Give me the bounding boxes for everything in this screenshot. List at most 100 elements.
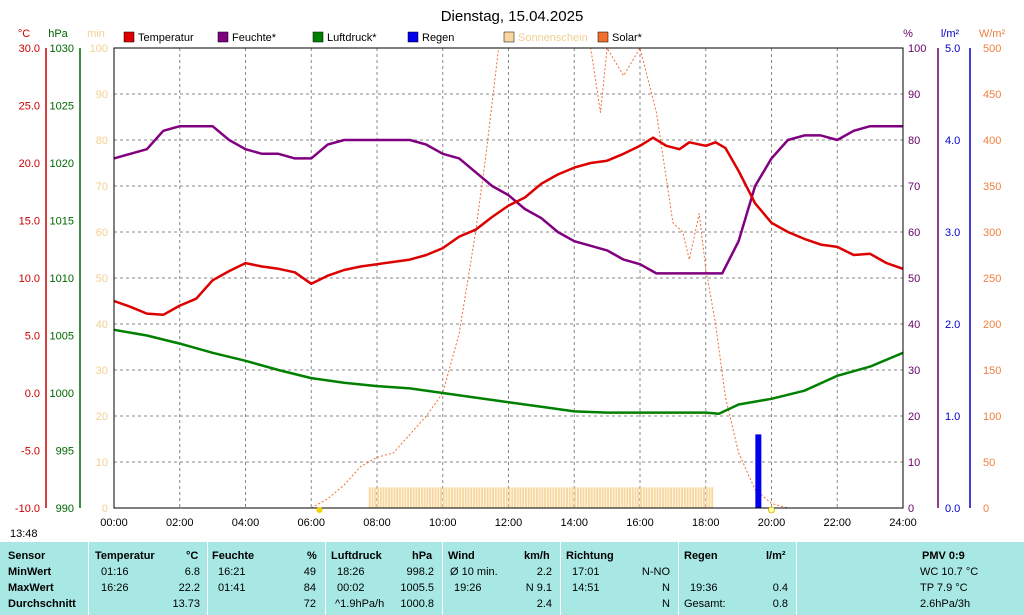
- tick-humidity: 20: [908, 411, 920, 423]
- sunshine-bar: [503, 487, 506, 508]
- max-press-val: 1005.5: [400, 582, 434, 594]
- header-sensor: Sensor: [8, 550, 46, 562]
- sunshine-bar: [672, 487, 675, 508]
- header-press: Luftdruck: [331, 550, 382, 562]
- sunshine-bar: [642, 487, 645, 508]
- axes: [45, 47, 971, 509]
- sunshine-bar: [620, 487, 623, 508]
- tick-rain: 4.0: [945, 135, 960, 147]
- legend-swatch: [217, 31, 229, 43]
- sunshine-bar: [598, 487, 601, 508]
- sunshine-bar: [440, 487, 443, 508]
- max-hum-val: 84: [303, 582, 316, 594]
- sunshine-bar: [609, 487, 612, 508]
- sunshine-bar: [560, 487, 563, 508]
- tick-solar: 100: [983, 411, 1001, 423]
- avg-rain-time: Gesamt:: [684, 598, 726, 610]
- sunshine-bar: [637, 487, 640, 508]
- sunshine-bar: [442, 487, 445, 508]
- tick-humidity: 40: [908, 319, 920, 331]
- sunshine-bar: [683, 487, 686, 508]
- header-pmv: PMV 0:9: [922, 550, 965, 562]
- sunrise-marker: [316, 507, 323, 513]
- sunshine-bar: [434, 487, 437, 508]
- tick-rain: 0.0: [945, 503, 960, 515]
- sunshine-bar: [396, 487, 399, 508]
- axis-unit-rain: l/m²: [941, 28, 960, 40]
- sunshine-bar: [626, 487, 629, 508]
- sunshine-bar: [524, 487, 527, 508]
- avg-extra: 2.6hPa/3h: [920, 598, 971, 610]
- sunshine-bar: [705, 487, 708, 508]
- tick-solar: 500: [983, 43, 1001, 55]
- sunshine-bar: [648, 487, 651, 508]
- sunshine-bar: [585, 487, 588, 508]
- max-press-time: 00:02: [337, 582, 365, 594]
- legend-swatch: [123, 31, 135, 43]
- header-rain: Regen: [684, 550, 718, 562]
- tick-temp: -5.0: [21, 446, 40, 458]
- tick-x: 16:00: [626, 517, 654, 529]
- max-temp-time: 16:26: [101, 582, 129, 594]
- sunshine-bar: [467, 487, 470, 508]
- sunshine-bar: [596, 487, 599, 508]
- sunshine-bar: [423, 487, 426, 508]
- sunshine-bar: [382, 487, 385, 508]
- sunshine-bar: [377, 487, 379, 508]
- tick-solar: 250: [983, 273, 1001, 285]
- avg-rain-val: 0.8: [772, 598, 788, 610]
- sunshine-bar: [557, 487, 560, 508]
- sunshine-bar: [483, 487, 486, 508]
- sunshine-bar: [420, 487, 423, 508]
- header-wind: Wind: [448, 550, 475, 562]
- sunshine-bar: [527, 487, 530, 508]
- tick-rain: 2.0: [945, 319, 960, 331]
- sunshine-bar: [659, 487, 662, 508]
- sunshine-bar: [700, 487, 703, 508]
- tick-solar: 200: [983, 319, 1001, 331]
- legend-swatch: [312, 31, 324, 43]
- stats-min-row: MinWert 01:16 6.8 16:21 49 18:26 998.2 Ø…: [0, 566, 1024, 582]
- legend-label: Solar*: [612, 32, 643, 44]
- max-rain-time: 19:36: [690, 582, 718, 594]
- tick-labels: 30.025.020.015.010.05.00.0-5.0-10.010301…: [15, 43, 1001, 529]
- tick-minutes: 70: [96, 181, 108, 193]
- sunshine-bar: [393, 487, 396, 508]
- sunshine-bar: [694, 487, 697, 508]
- sunshine-bar: [552, 487, 555, 508]
- max-extra: TP 7.9 °C: [920, 582, 968, 594]
- stats-avg-row: Durchschnitt 13.73 72 ^1.9hPa/h 1000.8 2…: [0, 598, 1024, 614]
- tick-temp: 25.0: [19, 101, 40, 113]
- sunshine-bar: [505, 487, 508, 508]
- sunshine-bar: [470, 487, 473, 508]
- legend-label: Luftdruck*: [327, 32, 377, 44]
- tick-temp: -10.0: [15, 503, 40, 515]
- tick-rain: 1.0: [945, 411, 960, 423]
- tick-minutes: 90: [96, 89, 108, 101]
- axis-unit-temp: °C: [18, 28, 30, 40]
- tick-temp: 15.0: [19, 216, 40, 228]
- legend-label: Sonnenschein: [518, 32, 588, 44]
- series-pressure: [113, 328, 904, 415]
- stats-header-row: Sensor Temperatur °C Feuchte % Luftdruck…: [0, 550, 1024, 566]
- sunshine-bar: [418, 487, 421, 508]
- tick-solar: 300: [983, 227, 1001, 239]
- axis-unit-pressure: hPa: [48, 28, 68, 40]
- grid: [114, 48, 903, 508]
- max-label: MaxWert: [8, 582, 54, 594]
- tick-temp: 20.0: [19, 158, 40, 170]
- sunshine-bar: [500, 487, 503, 508]
- header-press-unit: hPa: [412, 550, 433, 562]
- tick-x: 20:00: [758, 517, 786, 529]
- header-wind-unit: km/h: [524, 550, 550, 562]
- sunshine-bar: [571, 487, 574, 508]
- axis-titles: °C hPa min% l/m² W/m²: [18, 28, 1006, 40]
- sunshine-bar: [612, 487, 615, 508]
- sunshine-bar: [429, 487, 432, 508]
- sunshine-bar: [513, 487, 516, 508]
- chart-legend: Temperatur Feuchte* Luftdruck* Regen Sonnens…: [123, 31, 643, 44]
- sunshine-bar: [645, 487, 648, 508]
- sunshine-bar: [385, 487, 388, 508]
- sunshine-bar: [566, 487, 569, 508]
- sunshine-bar: [387, 487, 390, 508]
